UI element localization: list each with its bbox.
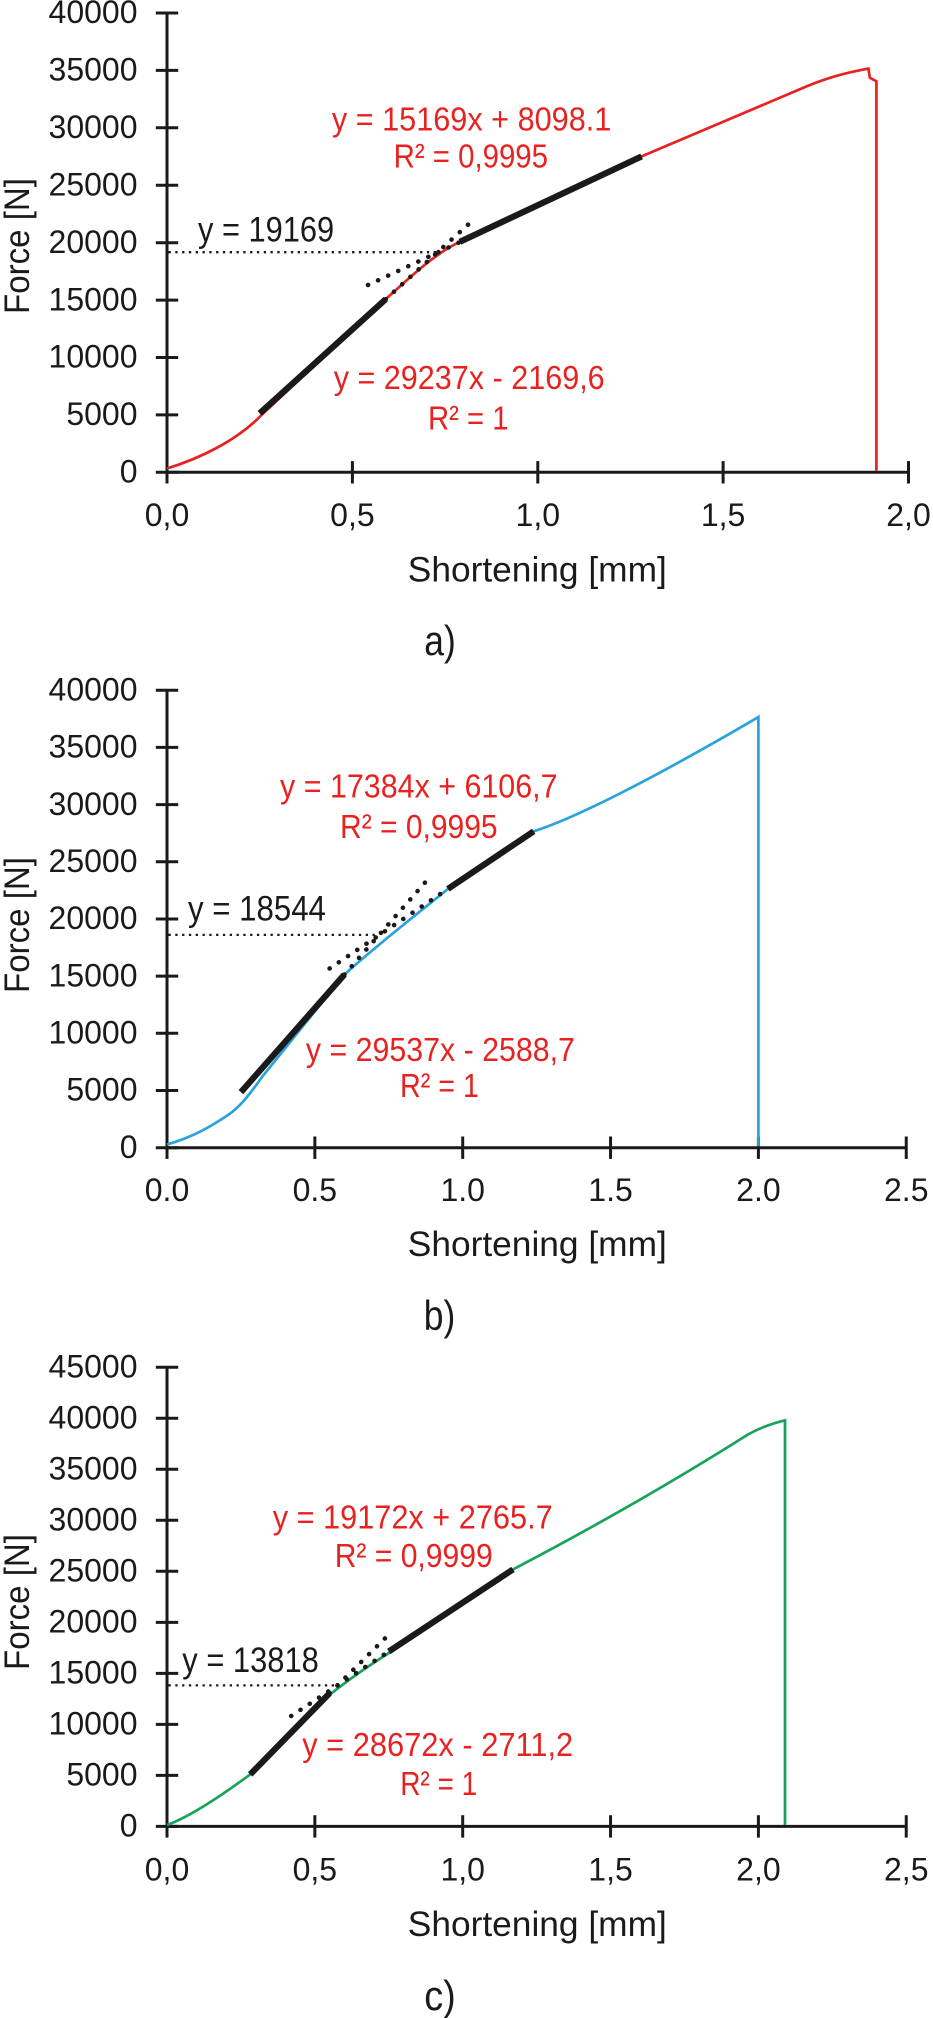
svg-text:R² = 0,9995: R² = 0,9995 <box>340 809 498 846</box>
svg-text:2.0: 2.0 <box>736 1172 780 1208</box>
svg-text:2,0: 2,0 <box>886 497 930 533</box>
svg-text:30000: 30000 <box>49 109 138 145</box>
svg-text:1.5: 1.5 <box>588 1172 632 1208</box>
svg-text:R² = 1: R² = 1 <box>400 1068 479 1105</box>
svg-text:2,5: 2,5 <box>884 1852 928 1888</box>
svg-text:R² = 0,9995: R² = 0,9995 <box>394 138 548 175</box>
svg-text:40000: 40000 <box>49 1400 138 1436</box>
svg-text:Shortening [mm]: Shortening [mm] <box>408 550 667 589</box>
svg-text:y = 19172x + 2765.7: y = 19172x + 2765.7 <box>273 1500 553 1537</box>
svg-text:30000: 30000 <box>49 1502 138 1538</box>
svg-text:R² = 1: R² = 1 <box>428 400 509 437</box>
svg-text:y = 13818: y = 13818 <box>182 1641 318 1680</box>
svg-text:5000: 5000 <box>66 1757 137 1793</box>
svg-text:y = 29537x - 2588,7: y = 29537x - 2588,7 <box>306 1032 575 1069</box>
svg-text:10000: 10000 <box>49 339 138 375</box>
svg-text:40000: 40000 <box>49 0 138 30</box>
svg-text:Shortening [mm]: Shortening [mm] <box>408 1905 667 1944</box>
svg-text:1,5: 1,5 <box>701 497 745 533</box>
svg-text:y = 19169: y = 19169 <box>198 211 334 250</box>
svg-text:R² = 0,9999: R² = 0,9999 <box>335 1538 493 1575</box>
svg-text:c): c) <box>424 1972 456 2018</box>
svg-text:5000: 5000 <box>66 396 137 432</box>
svg-text:1.0: 1.0 <box>440 1172 484 1208</box>
svg-text:R² = 1: R² = 1 <box>400 1766 477 1803</box>
svg-text:20000: 20000 <box>49 1604 138 1640</box>
svg-text:35000: 35000 <box>49 729 138 765</box>
svg-text:0.5: 0.5 <box>293 1172 337 1208</box>
svg-text:15000: 15000 <box>49 281 138 317</box>
svg-text:1,5: 1,5 <box>588 1852 632 1888</box>
svg-text:0,5: 0,5 <box>293 1852 337 1888</box>
svg-text:5000: 5000 <box>66 1072 137 1108</box>
svg-text:1,0: 1,0 <box>440 1852 484 1888</box>
svg-text:20000: 20000 <box>49 900 138 936</box>
svg-text:0: 0 <box>120 1808 138 1844</box>
svg-text:10000: 10000 <box>49 1706 138 1742</box>
svg-text:35000: 35000 <box>49 1451 138 1487</box>
svg-text:y = 17384x + 6106,7: y = 17384x + 6106,7 <box>280 769 558 806</box>
svg-text:45000: 45000 <box>49 1349 138 1385</box>
svg-text:y = 15169x + 8098.1: y = 15169x + 8098.1 <box>332 101 611 138</box>
svg-text:30000: 30000 <box>49 786 138 822</box>
svg-text:20000: 20000 <box>49 224 138 260</box>
svg-text:b): b) <box>424 1292 456 1339</box>
svg-text:Shortening [mm]: Shortening [mm] <box>408 1225 667 1264</box>
svg-text:Force [N]: Force [N] <box>0 1534 37 1670</box>
svg-text:0: 0 <box>120 454 138 490</box>
svg-text:2.5: 2.5 <box>884 1172 928 1208</box>
svg-text:0,5: 0,5 <box>330 497 374 533</box>
svg-text:2,0: 2,0 <box>736 1852 780 1888</box>
svg-text:0: 0 <box>120 1129 138 1165</box>
svg-text:Force [N]: Force [N] <box>0 178 37 314</box>
svg-text:0.0: 0.0 <box>145 1172 189 1208</box>
svg-text:y = 29237x - 2169,6: y = 29237x - 2169,6 <box>334 360 605 397</box>
svg-text:Force [N]: Force [N] <box>0 857 37 993</box>
svg-text:y = 28672x - 2711,2: y = 28672x - 2711,2 <box>302 1727 573 1764</box>
svg-text:25000: 25000 <box>49 166 138 202</box>
svg-text:a): a) <box>424 617 456 664</box>
svg-text:1,0: 1,0 <box>516 497 560 533</box>
svg-text:25000: 25000 <box>49 1553 138 1589</box>
svg-text:0,0: 0,0 <box>145 497 189 533</box>
svg-text:25000: 25000 <box>49 843 138 879</box>
svg-text:10000: 10000 <box>49 1015 138 1051</box>
svg-text:15000: 15000 <box>49 1655 138 1691</box>
svg-text:0,0: 0,0 <box>145 1852 189 1888</box>
svg-text:35000: 35000 <box>49 52 138 88</box>
svg-text:y = 18544: y = 18544 <box>188 889 326 928</box>
svg-text:15000: 15000 <box>49 957 138 993</box>
svg-text:40000: 40000 <box>49 671 138 707</box>
